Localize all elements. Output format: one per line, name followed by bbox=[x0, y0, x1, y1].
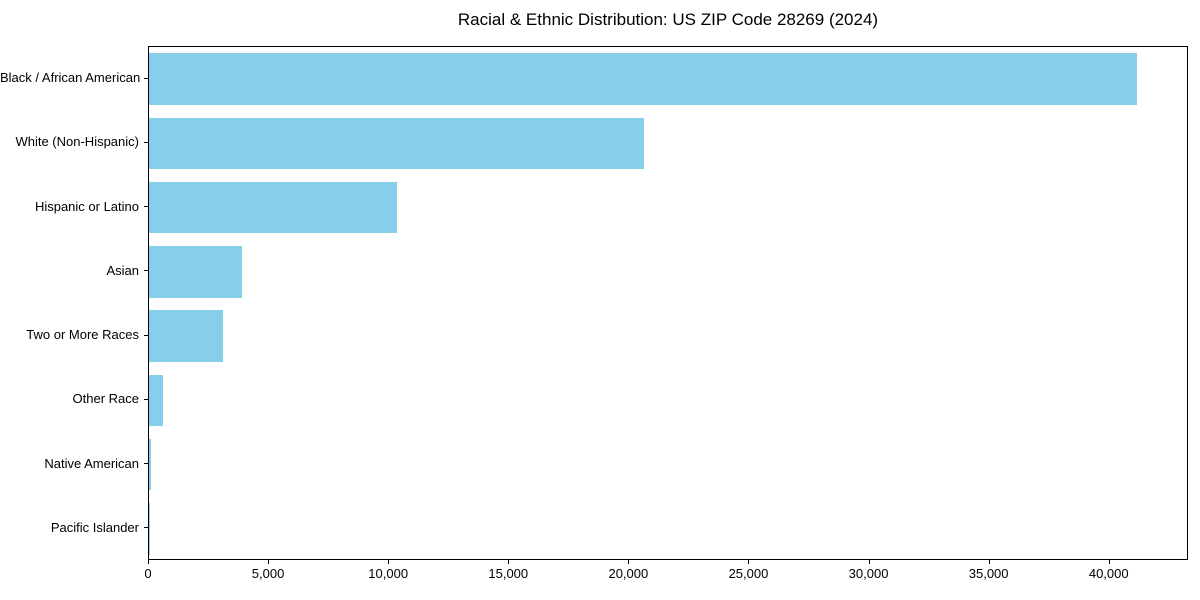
x-tick-label: 20,000 bbox=[608, 566, 649, 581]
x-tick-label: 30,000 bbox=[848, 566, 889, 581]
x-tick-label: 15,000 bbox=[488, 566, 529, 581]
bar bbox=[149, 246, 243, 298]
x-tick-mark bbox=[268, 560, 270, 564]
x-tick-label: 40,000 bbox=[1088, 566, 1129, 581]
bar bbox=[149, 53, 1137, 105]
x-tick-label: 0 bbox=[144, 566, 152, 581]
y-tick-mark bbox=[144, 141, 148, 143]
bar bbox=[149, 181, 398, 234]
y-tick-mark bbox=[144, 334, 148, 336]
bar bbox=[149, 374, 163, 427]
y-tick-label: Black / African American bbox=[0, 70, 141, 86]
y-tick-label: Hispanic or Latino bbox=[34, 198, 139, 214]
y-tick-mark bbox=[144, 270, 148, 272]
y-tick-label: Asian bbox=[106, 262, 139, 278]
y-tick-label: Pacific Islander bbox=[50, 519, 139, 535]
y-tick-mark bbox=[144, 527, 148, 529]
x-tick-label: 25,000 bbox=[728, 566, 769, 581]
x-tick-mark bbox=[508, 560, 510, 564]
bar bbox=[149, 503, 150, 555]
bar bbox=[149, 117, 645, 170]
y-tick-mark bbox=[144, 77, 148, 79]
x-tick-mark bbox=[388, 560, 390, 564]
x-tick-label: 10,000 bbox=[368, 566, 409, 581]
y-tick-mark bbox=[144, 463, 148, 465]
x-tick-mark bbox=[1108, 560, 1110, 564]
x-tick-label: 35,000 bbox=[968, 566, 1009, 581]
y-tick-label: Two or More Races bbox=[26, 327, 139, 343]
x-tick-mark bbox=[748, 560, 750, 564]
x-tick-label: 5,000 bbox=[251, 566, 285, 581]
y-tick-label: White (Non-Hispanic) bbox=[15, 134, 139, 150]
y-tick-mark bbox=[144, 398, 148, 400]
y-tick-label: Native American bbox=[44, 455, 139, 471]
y-tick-mark bbox=[144, 206, 148, 208]
bar bbox=[149, 438, 152, 491]
x-tick-mark bbox=[868, 560, 870, 564]
x-tick-mark bbox=[628, 560, 630, 564]
x-tick-mark bbox=[988, 560, 990, 564]
x-tick-mark bbox=[148, 560, 149, 564]
bar bbox=[149, 310, 223, 362]
plot-area bbox=[148, 46, 1188, 560]
chart-title: Racial & Ethnic Distribution: US ZIP Cod… bbox=[457, 10, 879, 29]
y-tick-label: Other Race bbox=[72, 391, 139, 407]
